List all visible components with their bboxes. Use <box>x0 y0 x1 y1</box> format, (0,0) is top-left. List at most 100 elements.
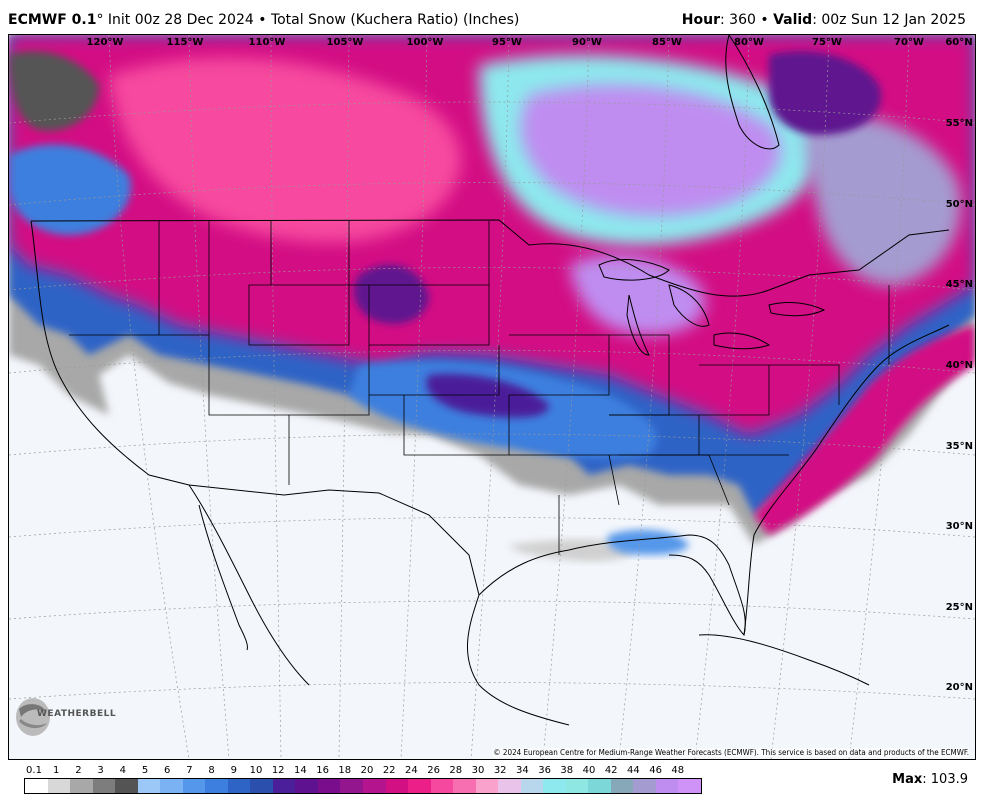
legend-swatch <box>47 779 71 793</box>
lat-label: 40°N <box>946 360 973 371</box>
legend-label: 16 <box>316 765 329 776</box>
legend-label: 8 <box>208 765 215 776</box>
legend-label: 26 <box>427 765 440 776</box>
legend-swatch <box>227 779 251 793</box>
legend-label: 42 <box>604 765 618 776</box>
legend-swatch <box>588 779 611 793</box>
legend-label: 1 <box>53 765 60 776</box>
legend-swatch <box>565 779 589 793</box>
legend-swatch <box>678 779 701 793</box>
valid-label: Valid <box>773 12 813 28</box>
legend-label: 12 <box>271 765 285 776</box>
legend-swatch <box>295 779 318 793</box>
lat-label: 20°N <box>946 682 973 693</box>
legend-label: 30 <box>471 765 485 776</box>
hour-value: : 360 • <box>720 12 774 28</box>
lon-label: 80°W <box>734 37 764 48</box>
logo-swirl-icon <box>16 698 50 736</box>
legend-swatch <box>408 779 431 793</box>
lat-label: 50°N <box>946 199 973 210</box>
snow-map: 120°W 115°W 110°W 105°W 100°W 95°W 90°W … <box>8 34 976 760</box>
legend-swatch <box>137 779 161 793</box>
logo-text: WEATHERBELL <box>37 709 117 719</box>
legend-swatch <box>520 779 544 793</box>
legend-label: 4 <box>119 765 126 776</box>
legend-swatch <box>498 779 521 793</box>
init-info: Init 00z 28 Dec 2024 • Total Snow (Kuche… <box>103 12 520 28</box>
legend-swatch <box>385 779 409 793</box>
legend-label: 5 <box>141 765 149 776</box>
legend-label: 24 <box>405 765 418 776</box>
legend-label: 7 <box>186 765 193 776</box>
map-canvas: 120°W 115°W 110°W 105°W 100°W 95°W 90°W … <box>9 35 975 759</box>
max-value: Max: 103.9 <box>892 772 968 787</box>
lon-label: 90°W <box>572 37 602 48</box>
legend-swatch <box>543 779 566 793</box>
legend-label: 44 <box>627 765 640 776</box>
legend-swatch <box>475 779 499 793</box>
legend-label: 40 <box>582 765 596 776</box>
lon-label: 120°W <box>87 37 124 48</box>
legend-label: 10 <box>249 765 263 776</box>
legend-swatch <box>25 779 48 793</box>
political-borders <box>30 35 950 726</box>
legend-swatch <box>160 779 183 793</box>
legend-swatch <box>250 779 273 793</box>
lat-label: 55°N <box>946 118 973 129</box>
lon-label: 105°W <box>327 37 364 48</box>
legend-color-bar <box>24 778 702 794</box>
legend-labels: 0.1 1 2 3 4 5 6 7 8 9 10 12 14 16 18 20 22 24 26 28 30 32 34 36… <box>24 765 702 777</box>
legend-label: 9 <box>230 765 237 776</box>
legend-swatch <box>115 779 138 793</box>
lon-label: 100°W <box>407 37 444 48</box>
graticule <box>9 35 975 759</box>
legend-label: 38 <box>560 765 574 776</box>
legend-label: 18 <box>338 765 352 776</box>
hour-label: Hour <box>681 12 721 28</box>
legend-label: 6 <box>164 765 171 776</box>
legend-swatch <box>70 779 93 793</box>
legend-label: 3 <box>97 765 104 776</box>
valid-time: Hour: 360 • Valid: 00z Sun 12 Jan 2025 <box>682 12 966 28</box>
lat-label: 25°N <box>946 602 973 613</box>
legend-swatch <box>362 779 386 793</box>
legend-label: 34 <box>516 765 529 776</box>
legend-swatch <box>610 779 634 793</box>
legend-swatch <box>340 779 363 793</box>
legend-swatch <box>317 779 341 793</box>
legend-swatch <box>655 779 679 793</box>
state-borders <box>69 221 890 555</box>
max-label-text: Max <box>892 772 923 787</box>
legend-swatch <box>633 779 656 793</box>
legend-label: 46 <box>649 765 662 776</box>
legend-label: 0.1 <box>26 765 42 776</box>
copyright-notice: © 2024 European Centre for Medium-Range … <box>493 748 969 757</box>
legend-label: 14 <box>294 765 307 776</box>
lon-label: 110°W <box>249 37 286 48</box>
map-title: ECMWF 0.1° Init 00z 28 Dec 2024 • Total … <box>8 12 519 28</box>
degree-mark: ° <box>96 12 104 28</box>
max-value-text: : 103.9 <box>922 772 968 787</box>
legend-swatch <box>430 779 454 793</box>
weatherbell-logo: WEATHERBELL <box>13 695 117 745</box>
lon-label: 95°W <box>492 37 522 48</box>
legend-label: 36 <box>538 765 551 776</box>
legend-label: 48 <box>671 765 685 776</box>
legend-label: 2 <box>75 765 82 776</box>
lon-label: 75°W <box>812 37 842 48</box>
legend-swatch <box>205 779 228 793</box>
lon-label: 70°W <box>894 37 924 48</box>
longitude-labels: 120°W 115°W 110°W 105°W 100°W 95°W 90°W … <box>87 37 973 48</box>
legend-label: 32 <box>493 765 507 776</box>
model-name: ECMWF 0.1 <box>8 12 97 28</box>
snow-field <box>9 35 975 562</box>
lon-label: 115°W <box>167 37 204 48</box>
valid-value: : 00z Sun 12 Jan 2025 <box>812 12 966 28</box>
lat-label: 60°N <box>945 37 972 48</box>
lon-label: 85°W <box>652 37 682 48</box>
legend-swatch <box>453 779 476 793</box>
legend-label: 22 <box>382 765 396 776</box>
legend-swatch <box>92 779 116 793</box>
lat-label: 30°N <box>946 521 973 532</box>
legend-swatch <box>182 779 206 793</box>
